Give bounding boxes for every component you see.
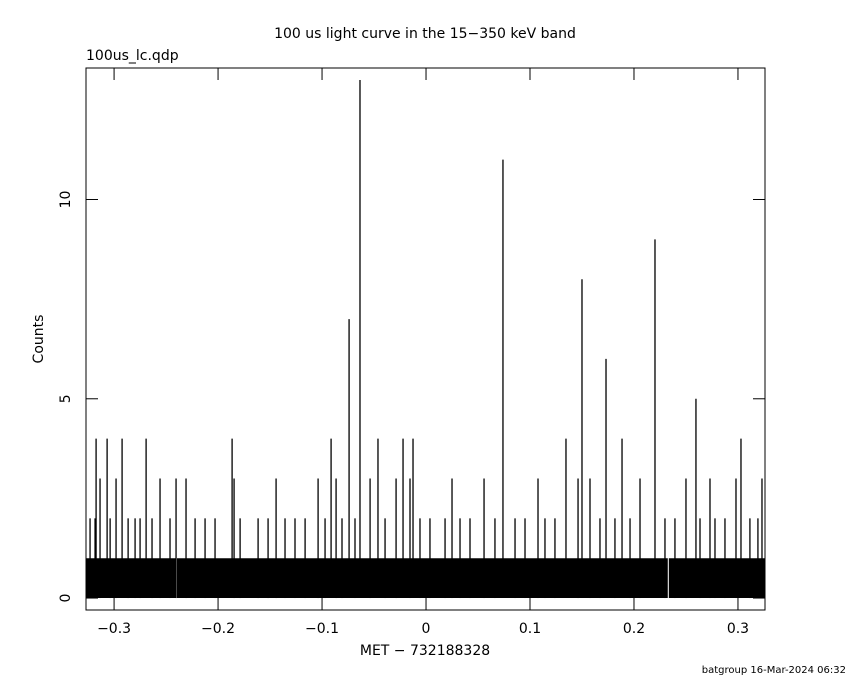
baseline-band	[176, 558, 668, 599]
plot-frame	[85, 67, 766, 611]
x-tick-label: −0.2	[201, 621, 235, 637]
chart-title: 100 us light curve in the 15−350 keV ban…	[274, 26, 576, 42]
y-tick-label: 0	[58, 594, 74, 603]
y-axis-label: Counts	[31, 315, 47, 364]
x-tick-label: 0.3	[727, 621, 749, 637]
y-tick-label: 10	[58, 191, 74, 209]
x-tick-label: −0.1	[305, 621, 339, 637]
footer: batgroup 16-Mar-2024 06:32	[702, 665, 846, 676]
x-tick-label: −0.3	[97, 621, 131, 637]
x-axis-label: MET − 732188328	[360, 643, 490, 659]
x-tick-label: 0.1	[519, 621, 541, 637]
x-tick-label: 0.2	[623, 621, 645, 637]
y-tick-label: 5	[58, 394, 74, 403]
baseline-band	[86, 558, 176, 599]
x-tick-label: 0	[422, 621, 431, 637]
file-label: 100us_lc.qdp	[86, 48, 179, 64]
